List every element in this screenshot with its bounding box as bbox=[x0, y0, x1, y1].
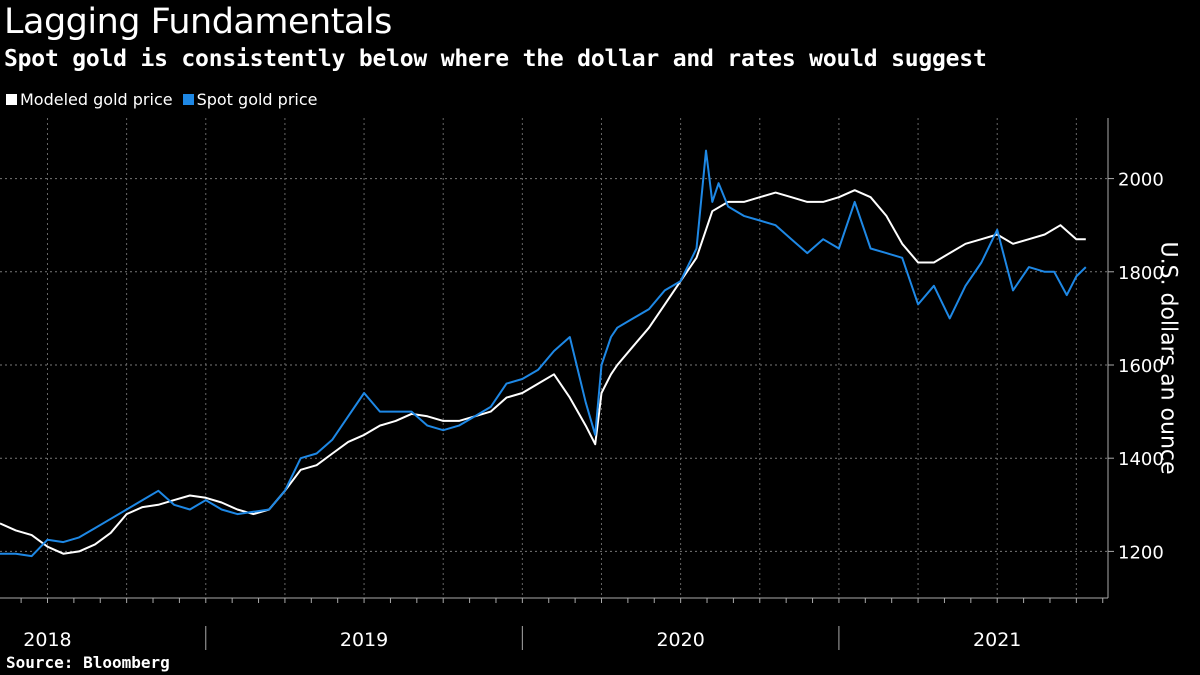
legend-label-spot: Spot gold price bbox=[196, 90, 318, 109]
x-tick-label: 2019 bbox=[340, 629, 388, 651]
x-tick-label: 2021 bbox=[973, 629, 1021, 651]
series-line-spot bbox=[0, 149, 1087, 558]
legend-swatch-modeled bbox=[6, 94, 17, 105]
legend-label-modeled: Modeled gold price bbox=[20, 90, 173, 109]
chart-title: Lagging Fundamentals bbox=[4, 2, 392, 42]
y-tick-label: 2000 bbox=[1118, 170, 1164, 191]
y-axis-label: U.S. dollars an ounce bbox=[1155, 241, 1181, 475]
y-tick-label: 1400 bbox=[1118, 449, 1164, 470]
axes: 1200 1400 1600 1800 2000 2018 2019 2020 2021 bbox=[0, 118, 1164, 651]
x-tick-label: 2018 bbox=[23, 629, 71, 651]
legend: Modeled gold price Spot gold price bbox=[6, 90, 318, 109]
series-group bbox=[0, 149, 1087, 558]
source-note: Source: Bloomberg bbox=[6, 653, 170, 672]
y-tick-label: 1800 bbox=[1118, 263, 1164, 284]
legend-swatch-spot bbox=[182, 94, 194, 105]
series-line-modeled bbox=[0, 189, 1086, 555]
chart-subtitle: Spot gold is consistently below where th… bbox=[4, 46, 987, 72]
y-tick-label: 1600 bbox=[1118, 356, 1164, 377]
y-tick-label: 1200 bbox=[1118, 542, 1164, 563]
legend-item-modeled: Modeled gold price bbox=[6, 90, 173, 109]
legend-item-spot: Spot gold price bbox=[182, 90, 318, 109]
grid bbox=[0, 118, 1108, 598]
x-tick-label: 2020 bbox=[656, 629, 704, 651]
